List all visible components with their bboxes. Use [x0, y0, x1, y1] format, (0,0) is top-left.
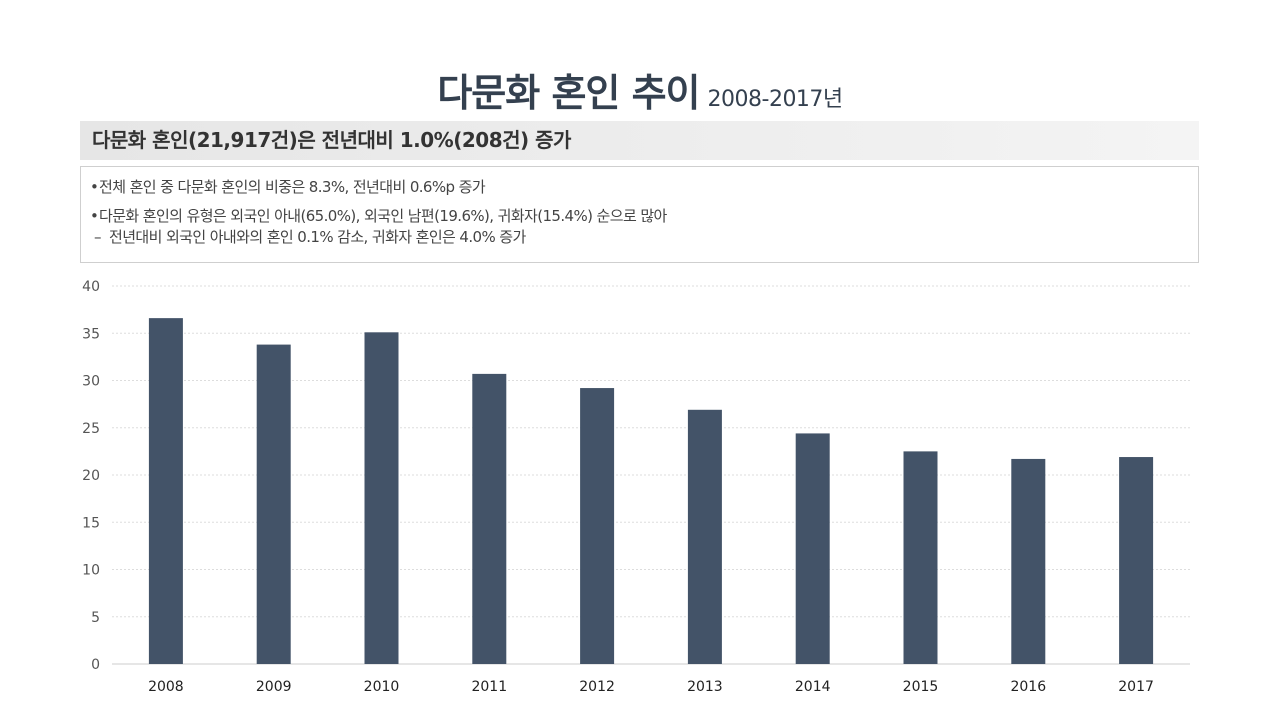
bar-2010	[364, 332, 399, 664]
x-tick-label: 2015	[903, 679, 939, 695]
note-text-2: 다문화 혼인의 유형은 외국인 아내(65.0%), 외국인 남편(19.6%)…	[99, 207, 667, 225]
bar-2016	[1011, 458, 1046, 664]
note-line-1: •전체 혼인 중 다문화 혼인의 비중은 8.3%, 전년대비 0.6%p 증가	[90, 177, 1188, 198]
y-tick-label: 25	[82, 421, 100, 437]
x-tick-label: 2008	[148, 679, 184, 695]
note-line-3: – 전년대비 외국인 아내와의 혼인 0.1% 감소, 귀화자 혼인은 4.0% …	[90, 227, 1188, 248]
x-tick-label: 2012	[579, 679, 615, 695]
notes-box: •전체 혼인 중 다문화 혼인의 비중은 8.3%, 전년대비 0.6%p 증가…	[80, 166, 1199, 263]
bar-2013	[687, 409, 722, 664]
title-period: 2008-2017년	[707, 87, 844, 112]
bar-chart: 0 5 10 15 20 25 30 35 40 2008 2009 2010 2011 2012 2013…	[82, 279, 1190, 695]
note-text-1: 전체 혼인 중 다문화 혼인의 비중은 8.3%, 전년대비 0.6%p 증가	[99, 178, 486, 196]
bar-2017	[1119, 457, 1154, 664]
bar-2014	[795, 433, 830, 664]
bullet-icon: •	[90, 178, 99, 196]
chart-title: 다문화 혼인 추이 2008-2017년	[0, 62, 1280, 117]
y-tick-label: 10	[82, 563, 100, 579]
bar-2015	[903, 451, 938, 664]
x-tick-label: 2014	[795, 679, 831, 695]
bar-2011	[472, 373, 507, 664]
title-main: 다문화 혼인 추이	[437, 71, 700, 115]
y-tick-label: 15	[82, 515, 100, 531]
summary-banner: 다문화 혼인(21,917건)은 전년대비 1.0%(208건) 증가	[80, 121, 1199, 160]
y-tick-label: 20	[82, 468, 100, 484]
y-tick-label: 35	[82, 326, 100, 342]
x-tick-label: 2017	[1118, 679, 1154, 695]
note-text-3: 전년대비 외국인 아내와의 혼인 0.1% 감소, 귀화자 혼인은 4.0% 증…	[109, 228, 526, 246]
y-tick-label: 30	[82, 374, 100, 390]
dash-icon: –	[94, 228, 102, 246]
y-tick-label: 5	[91, 610, 100, 626]
bar-2012	[580, 388, 615, 664]
y-tick-label: 40	[82, 279, 100, 295]
bullet-icon: •	[90, 207, 99, 225]
x-tick-label: 2010	[364, 679, 400, 695]
x-tick-label: 2016	[1010, 679, 1046, 695]
x-tick-label: 2009	[256, 679, 292, 695]
x-tick-label: 2013	[687, 679, 723, 695]
y-tick-label: 0	[91, 657, 100, 673]
note-line-2: •다문화 혼인의 유형은 외국인 아내(65.0%), 외국인 남편(19.6%…	[90, 206, 1188, 227]
bar-2009	[256, 344, 291, 664]
x-tick-label: 2011	[471, 679, 507, 695]
bar-2008	[148, 318, 183, 664]
